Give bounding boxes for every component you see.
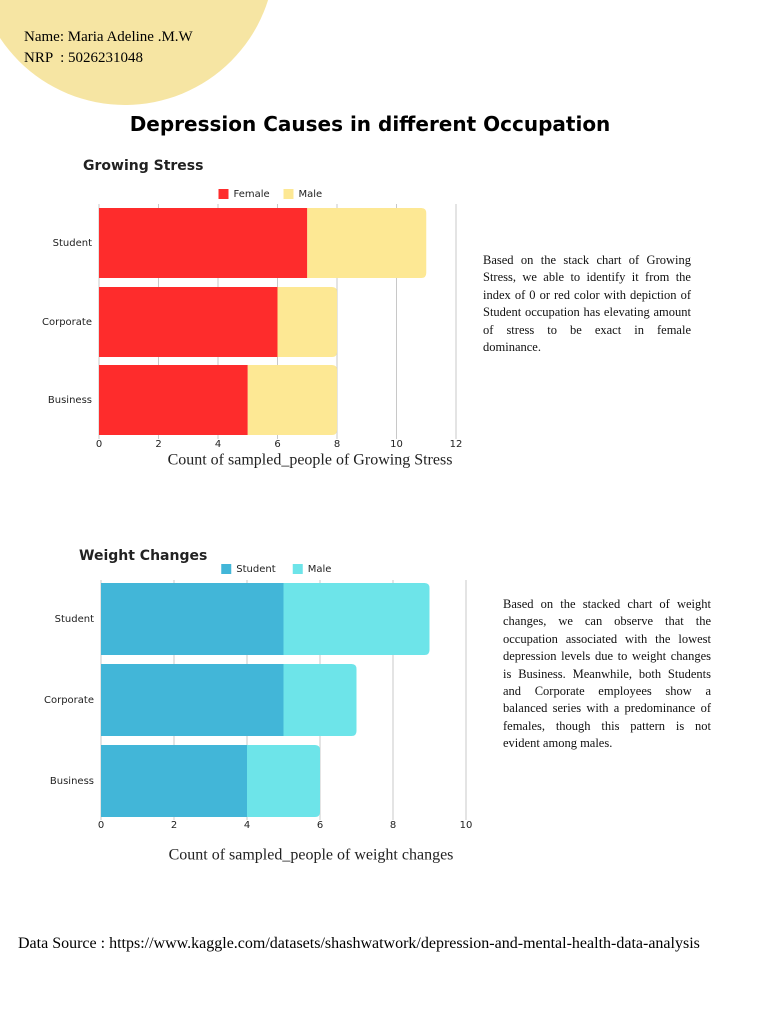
legend-swatch bbox=[218, 189, 229, 199]
bar-segment bbox=[307, 208, 427, 278]
bar-segment bbox=[99, 287, 278, 357]
x-axis-label: Count of sampled_people of weight change… bbox=[169, 847, 454, 864]
x-tick-label: 8 bbox=[390, 820, 396, 831]
x-tick-label: 6 bbox=[317, 820, 323, 831]
legend-label: Male bbox=[308, 564, 332, 575]
decor-circle bbox=[0, 0, 269, 105]
x-tick-label: 0 bbox=[98, 820, 104, 831]
bar-segment bbox=[283, 664, 357, 736]
chart-title: Weight Changes bbox=[79, 548, 207, 564]
bar-segment bbox=[277, 287, 337, 357]
y-tick-label: Student bbox=[55, 614, 94, 625]
x-tick-label: 0 bbox=[96, 439, 102, 450]
legend-swatch bbox=[283, 189, 294, 199]
x-tick-label: 2 bbox=[155, 439, 161, 450]
description: Based on the stack chart of Growing Stre… bbox=[483, 253, 691, 355]
x-tick-label: 6 bbox=[274, 439, 280, 450]
page-title: Depression Causes in different Occupatio… bbox=[129, 112, 611, 136]
x-tick-label: 10 bbox=[390, 439, 403, 450]
author-name: Name: Maria Adeline .M.W bbox=[24, 29, 193, 45]
bar-segment bbox=[101, 745, 247, 817]
y-tick-label: Student bbox=[53, 238, 92, 249]
legend-label: Female bbox=[234, 189, 270, 200]
y-tick-label: Corporate bbox=[42, 317, 92, 328]
bar-segment bbox=[99, 365, 248, 435]
x-tick-label: 4 bbox=[244, 820, 250, 831]
legend-label: Male bbox=[299, 189, 323, 200]
x-tick-label: 10 bbox=[460, 820, 473, 831]
chart-title: Growing Stress bbox=[83, 158, 203, 174]
y-tick-label: Corporate bbox=[44, 695, 94, 706]
legend-label: Student bbox=[236, 564, 275, 575]
x-tick-label: 12 bbox=[450, 439, 463, 450]
bar-segment bbox=[283, 583, 430, 655]
x-tick-label: 2 bbox=[171, 820, 177, 831]
header: Name: Maria Adeline .M.W NRP : 502623104… bbox=[24, 27, 193, 69]
x-tick-label: 8 bbox=[334, 439, 340, 450]
data-source: Data Source : https://www.kaggle.com/dat… bbox=[18, 935, 700, 952]
x-axis-label: Count of sampled_people of Growing Stres… bbox=[168, 452, 453, 469]
bar-segment bbox=[247, 365, 337, 435]
bar-segment bbox=[101, 664, 284, 736]
author-nrp: NRP : 5026231048 bbox=[24, 50, 144, 66]
x-tick-label: 4 bbox=[215, 439, 221, 450]
bar-segment bbox=[101, 583, 284, 655]
description: Based on the stacked chart of weight cha… bbox=[503, 597, 711, 751]
legend-swatch bbox=[221, 564, 232, 574]
y-tick-label: Business bbox=[48, 395, 92, 406]
charts: Growing Stress 0 2 4 6 8 10 12 Female Male Student… bbox=[42, 158, 472, 864]
bar-segment bbox=[99, 208, 308, 278]
legend-swatch bbox=[292, 564, 303, 574]
y-tick-label: Business bbox=[50, 776, 94, 787]
bar-segment bbox=[247, 745, 320, 817]
